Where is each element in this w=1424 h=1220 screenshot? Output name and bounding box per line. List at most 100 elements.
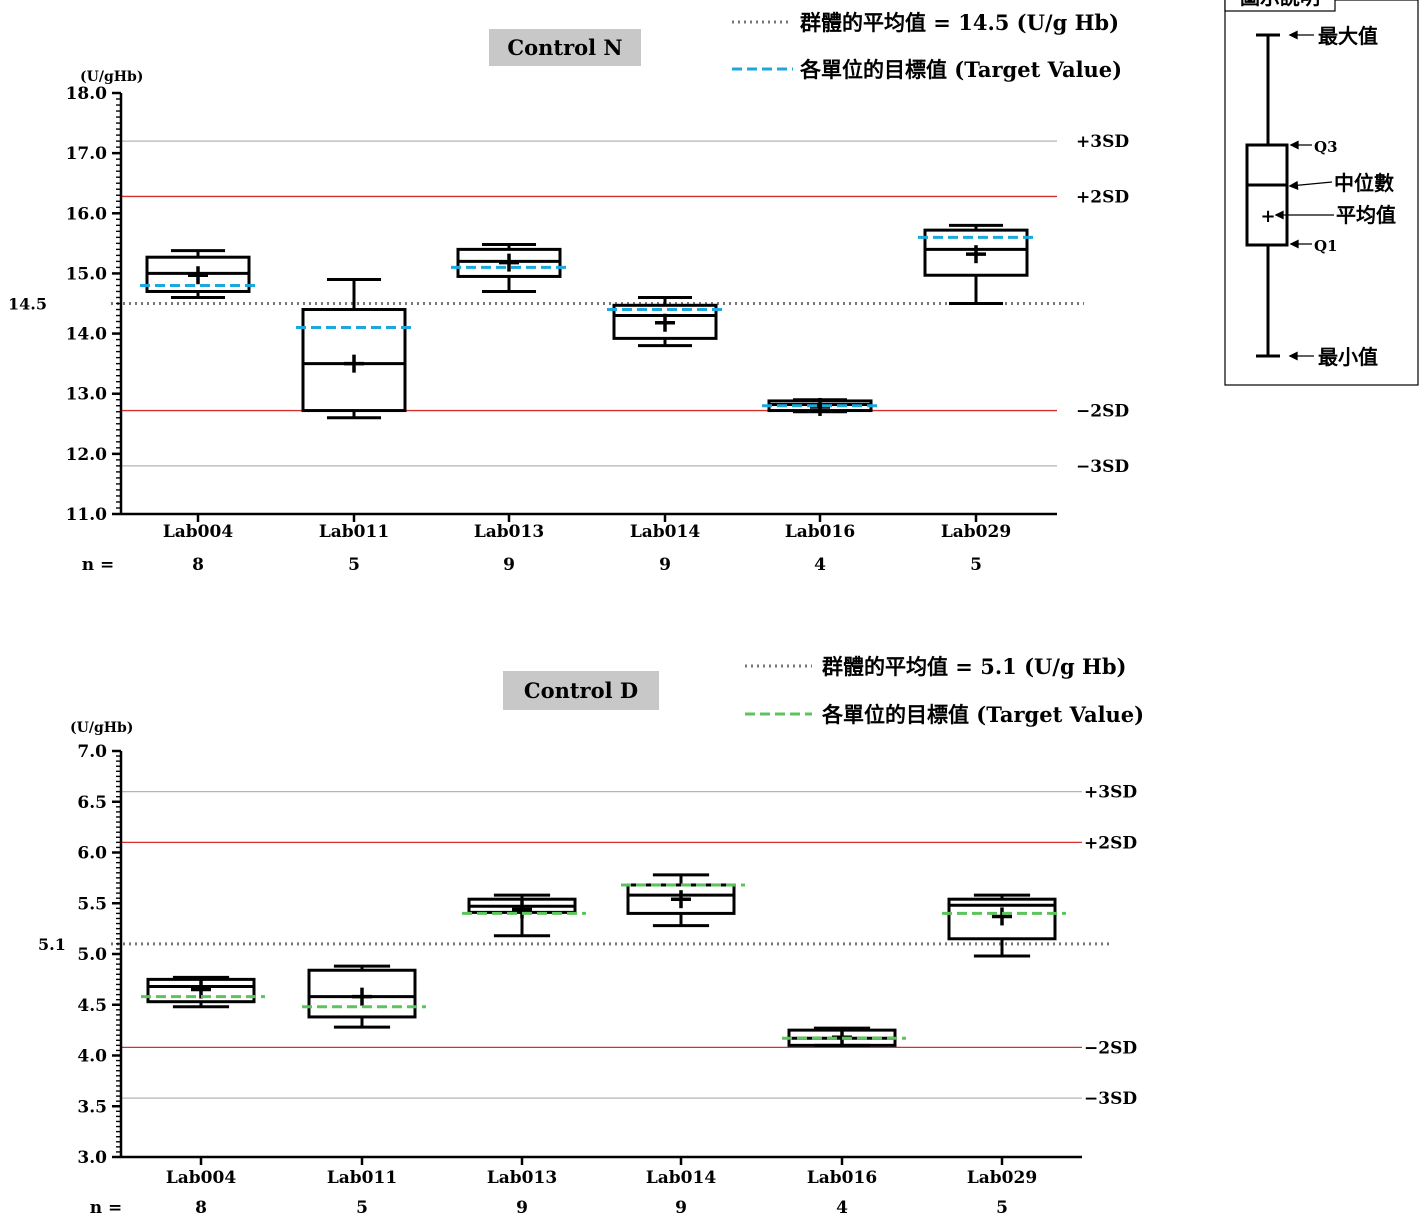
iqr-box [923,228,1029,277]
n-value: 8 [195,1198,207,1216]
x-tick-label: Lab004 [166,1168,237,1188]
box-plot-lab004 [141,975,265,1009]
y-unit-label: (U/gHb) [80,69,143,85]
group-mean-value-label: 14.5 [8,295,47,314]
legend-arrowhead-max [1288,30,1298,40]
box-plot-lab011 [302,964,426,1029]
n-row-label: n = [82,555,115,575]
sd-label: +2SD [1076,187,1129,207]
legend-frame [1224,0,1419,386]
n-value: 9 [675,1198,687,1216]
box-plot-lab011 [296,277,416,420]
box-plot-lab029 [942,893,1066,958]
sd-label: −2SD [1084,1038,1137,1058]
legend-mean-marker: + [1260,206,1275,227]
sd-label: −2SD [1076,402,1129,422]
reference-lines: +3SD +2SD −2SD −3SD 5.1 [38,783,1137,1110]
n-value: 9 [503,555,515,575]
x-tick-label: Lab004 [163,522,234,542]
y-tick-label: 4.0 [77,1047,107,1067]
y-tick-label: 3.5 [77,1097,107,1117]
legend-arrowhead-q1 [1289,239,1299,249]
chart-title-box [489,29,641,66]
n-row-label: n = [90,1198,123,1216]
boxplot-legend: 圖示說明 + 最大值 Q3 中位數 平均值 Q1 最小值 [1224,0,1419,386]
n-value: 5 [970,555,982,575]
group-mean-value-label: 5.1 [38,935,66,954]
chart-title-box [503,671,659,710]
sd-label: +2SD [1084,833,1137,853]
box-plot-lab029 [918,223,1038,305]
axes: 11.0 12.0 13.0 14.0 15.0 16.0 17.0 18.0 n = Lab00… [66,84,1057,575]
chart-title: Control N [507,35,622,60]
n-value: 5 [348,555,360,575]
legend-target-label: 各單位的目標值 (Target Value) [821,702,1144,727]
y-unit-label: (U/gHb) [70,720,133,736]
x-tick-label: Lab016 [785,522,855,542]
y-tick-label: 6.5 [77,793,107,813]
sd-label: −3SD [1076,457,1129,477]
iqr-box [612,303,718,340]
legend-group-mean-label: 群體的平均值 = 5.1 (U/g Hb) [822,654,1126,679]
legend-q1-label: Q1 [1314,237,1338,255]
y-tick-label: 12.0 [66,445,108,465]
chart-title: Control D [524,678,638,703]
n-value: 9 [659,555,671,575]
box-plot-lab014 [607,295,727,348]
y-tick-label: 16.0 [66,204,108,224]
legend-median-label: 中位數 [1334,171,1394,195]
sd-label: −3SD [1084,1089,1137,1109]
box-plot-lab004 [140,249,260,299]
iqr-box [456,247,562,278]
reference-lines: +3SD +2SD −2SD −3SD 14.5 [8,132,1129,477]
x-tick-label: Lab029 [967,1168,1037,1188]
legend-title-box [1224,0,1336,12]
legend-max-label: 最大值 [1318,24,1378,48]
x-tick-label: Lab013 [474,522,544,542]
box-plots [141,873,1066,1047]
sd-label: +3SD [1076,132,1129,152]
legend-group-mean-label: 群體的平均值 = 14.5 (U/g Hb) [800,10,1119,35]
n-value: 5 [996,1198,1008,1216]
legend-arrowhead-min [1288,351,1298,361]
x-tick-label: Lab016 [807,1168,877,1188]
iqr-box [947,897,1057,941]
iqr-box [301,308,407,413]
n-value: 8 [192,555,204,575]
legend-mean-label: 平均值 [1336,203,1396,227]
x-tick-label: Lab011 [327,1168,397,1188]
y-tick-label: 15.0 [66,264,108,284]
chart-control-d: Control D 群體的平均值 = 5.1 (U/g Hb) 各單位的目標值 … [38,654,1144,1218]
y-tick-label: 14.0 [66,325,108,345]
legend-arrowhead-q3 [1289,140,1299,150]
y-tick-label: 17.0 [66,144,108,164]
legend-box [1245,143,1289,247]
n-value: 9 [516,1198,528,1216]
chart-control-n: Control N 群體的平均值 = 14.5 (U/g Hb) 各單位的目標值… [8,10,1129,575]
box-plot-lab014 [621,873,745,928]
sd-label: +3SD [1084,783,1137,803]
n-value: 4 [814,555,826,575]
legend-min-label: 最小值 [1318,345,1378,369]
y-tick-label: 4.5 [77,996,107,1016]
iqr-box [146,977,256,1004]
y-tick-label: 3.0 [77,1148,107,1168]
y-tick-label: 5.5 [77,894,107,914]
x-tick-label: Lab013 [487,1168,557,1188]
n-value: 5 [356,1198,368,1216]
y-tick-label: 13.0 [66,385,108,405]
legend-arrowhead-median [1288,180,1299,190]
legend-title: 圖示說明 [1240,0,1320,9]
y-tick-label: 6.0 [77,844,107,864]
y-tick-label: 5.0 [77,945,107,965]
x-tick-label: Lab014 [646,1168,717,1188]
axes: 3.0 3.5 4.0 4.5 5.0 5.5 6.0 6.5 7.0 n = Lab004 8 Lab… [77,742,1082,1218]
x-tick-label: Lab011 [319,522,389,542]
legend-q3-label: Q3 [1314,138,1338,156]
iqr-box [307,968,417,1019]
box-plot-lab013 [451,243,571,293]
x-tick-label: Lab014 [630,522,701,542]
legend-target-label: 各單位的目標值 (Target Value) [799,57,1122,82]
n-value: 4 [836,1198,848,1216]
